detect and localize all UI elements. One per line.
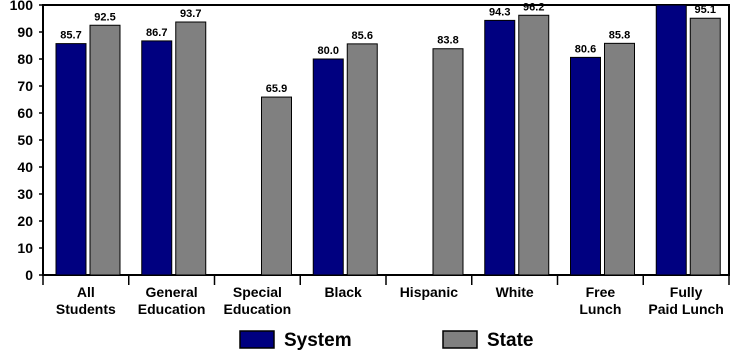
bar-state <box>689 17 721 276</box>
bar-system <box>484 19 516 276</box>
legend-label: System <box>284 330 352 350</box>
bar-state <box>175 21 207 276</box>
y-tick-label: 60 <box>17 105 33 121</box>
bar-system <box>655 4 687 276</box>
legend-swatch <box>239 330 275 349</box>
data-label: 86.7 <box>146 27 167 39</box>
x-category-label: Paid Lunch <box>648 301 723 317</box>
data-label: 65.9 <box>266 83 287 95</box>
bar-state <box>346 43 378 276</box>
data-label: 85.6 <box>352 30 373 42</box>
x-category-label: Education <box>138 301 206 317</box>
bar-group: 85.7 86.7 80.0 94.3 80.6 100.0 92.5 93.7 65.9 85.… <box>55 0 721 276</box>
bar-state <box>432 48 464 276</box>
y-tick-label: 30 <box>17 186 33 202</box>
y-tick-label: 20 <box>17 213 33 229</box>
data-label: 93.7 <box>180 8 201 20</box>
bar-system <box>141 40 173 276</box>
data-label: 83.8 <box>437 35 458 47</box>
bar-system <box>312 58 344 276</box>
data-label: 95.1 <box>695 4 716 16</box>
y-tick-label: 90 <box>17 24 33 40</box>
data-label: 92.5 <box>94 11 115 23</box>
bar-system <box>570 56 601 276</box>
x-category-label: Special <box>233 284 282 300</box>
bar-state <box>89 24 121 276</box>
y-tick-label: 0 <box>25 267 33 283</box>
x-category-label: Black <box>324 284 362 300</box>
x-category-label: General <box>146 284 198 300</box>
bar-system <box>55 43 87 276</box>
data-label: 80.6 <box>575 43 596 55</box>
y-tick-label: 10 <box>17 240 33 256</box>
bar-state <box>518 14 550 276</box>
y-axis: 0 10 20 30 40 50 60 70 80 90 100 <box>10 0 43 283</box>
legend-label: State <box>487 330 533 350</box>
x-category-label: Lunch <box>579 301 621 317</box>
x-category-label: Hispanic <box>400 284 459 300</box>
legend-swatch <box>442 330 478 349</box>
x-category-label: All <box>77 284 95 300</box>
bar-state <box>604 42 635 276</box>
x-category-label: Students <box>56 301 116 317</box>
data-label: 80.0 <box>318 45 339 57</box>
bar-state <box>261 96 292 276</box>
y-tick-label: 70 <box>17 78 33 94</box>
data-label: 96.2 <box>523 1 544 13</box>
data-label: 100.0 <box>657 0 685 3</box>
data-label: 85.7 <box>60 30 81 42</box>
legend: System State <box>239 330 533 351</box>
x-axis: AllStudentsGeneralEducationSpecialEducat… <box>42 275 730 317</box>
x-category-label: Fully <box>670 284 703 300</box>
data-label: 85.8 <box>609 29 630 41</box>
y-tick-label: 100 <box>10 0 34 13</box>
x-category-label: Free <box>586 284 616 300</box>
y-tick-label: 80 <box>17 51 33 67</box>
x-category-label: Education <box>224 301 292 317</box>
x-category-label: White <box>496 284 534 300</box>
y-tick-label: 50 <box>17 132 33 148</box>
y-tick-label: 40 <box>17 159 33 175</box>
data-label: 94.3 <box>489 6 510 18</box>
